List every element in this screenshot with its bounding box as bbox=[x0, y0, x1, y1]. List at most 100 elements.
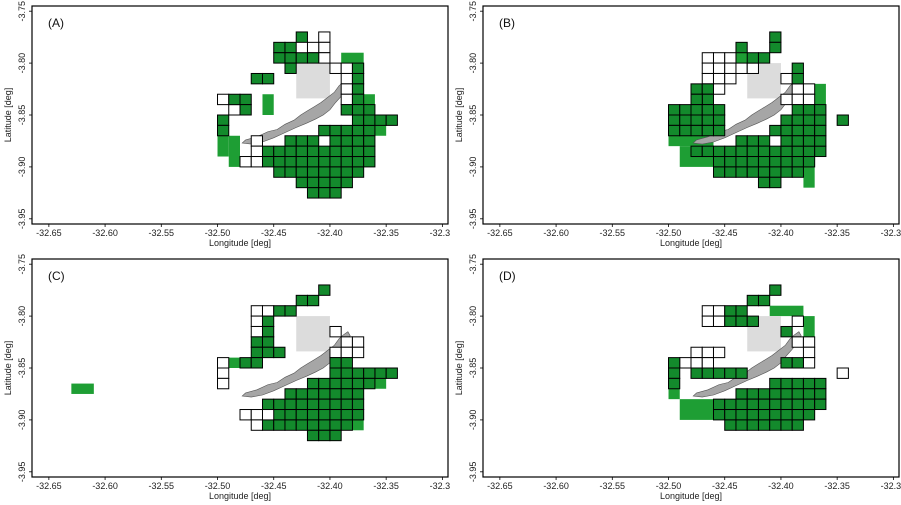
x-tick-label: -32.50 bbox=[205, 228, 231, 238]
green-cell bbox=[746, 156, 759, 168]
green-cell bbox=[273, 145, 286, 158]
white-cell bbox=[340, 62, 353, 74]
green-cell bbox=[329, 388, 342, 400]
x-tick-label: -32.50 bbox=[656, 481, 682, 491]
y-tick-label: -3.80 bbox=[468, 53, 478, 74]
green-cell bbox=[318, 145, 331, 158]
green-cell bbox=[735, 145, 748, 158]
green-cell bbox=[329, 145, 342, 158]
white-cell bbox=[250, 315, 263, 327]
white-cell bbox=[250, 156, 263, 168]
y-tick-label: -3.85 bbox=[17, 358, 27, 379]
white-cell bbox=[791, 83, 804, 95]
green-cell bbox=[306, 145, 320, 158]
green-cell bbox=[329, 176, 342, 189]
green-cell bbox=[735, 388, 748, 400]
white-cell bbox=[690, 346, 703, 359]
white-cell bbox=[802, 93, 816, 106]
green-cell bbox=[690, 367, 703, 379]
white-cell bbox=[701, 357, 714, 369]
green-cell bbox=[735, 367, 748, 379]
green-cell bbox=[351, 124, 365, 137]
green-cell bbox=[791, 104, 804, 116]
white-cell bbox=[250, 325, 263, 338]
chart-b: -32.65 -32.60 -32.55 -32.50 -32.45 -32.40 -32.… bbox=[454, 1, 901, 248]
white-cell bbox=[239, 156, 252, 168]
white-cell bbox=[802, 346, 816, 359]
green-cell bbox=[780, 398, 793, 411]
green-cell bbox=[814, 135, 827, 147]
green-cell bbox=[284, 145, 297, 158]
green-cell bbox=[318, 166, 331, 178]
green-cell bbox=[363, 367, 376, 379]
y-tick-label: -3.75 bbox=[468, 254, 478, 275]
green-cell bbox=[780, 419, 793, 431]
green-cell bbox=[757, 135, 771, 147]
green-cell bbox=[306, 166, 320, 178]
green-cell bbox=[780, 409, 793, 421]
green-cell bbox=[701, 93, 714, 106]
green-cell bbox=[679, 104, 692, 116]
green-cell bbox=[668, 114, 681, 126]
green-cell bbox=[295, 419, 308, 431]
y-axis-label: Latitude [deg] bbox=[3, 341, 13, 396]
green-cell bbox=[340, 124, 353, 137]
green-cell bbox=[701, 145, 714, 158]
green-cell bbox=[757, 398, 771, 411]
green-cell bbox=[295, 398, 308, 411]
green-cell bbox=[791, 124, 804, 137]
green-cell bbox=[284, 419, 297, 431]
green-cell bbox=[351, 377, 365, 390]
chart-a: -32.65 -32.60 -32.55 -32.50 -32.45 -32.40 -32.… bbox=[3, 1, 450, 248]
green-cell bbox=[318, 429, 331, 442]
green-cell bbox=[273, 166, 286, 178]
green-cell bbox=[306, 135, 320, 147]
green-cell bbox=[802, 145, 816, 158]
white-cell bbox=[228, 104, 241, 116]
green-cell bbox=[735, 315, 748, 327]
x-tick-label: -32.60 bbox=[92, 481, 118, 491]
green-cell bbox=[746, 52, 759, 64]
green-cell bbox=[363, 124, 376, 137]
green-cell bbox=[351, 166, 365, 178]
y-tick-label: -3.75 bbox=[17, 1, 27, 22]
x-tick-label: -32.35 bbox=[373, 228, 399, 238]
green-cell bbox=[724, 166, 737, 178]
green-fill-area bbox=[71, 383, 94, 394]
green-cell bbox=[217, 114, 230, 126]
white-cell bbox=[217, 357, 230, 369]
white-cell bbox=[217, 93, 230, 106]
green-cell bbox=[306, 409, 320, 421]
green-cell bbox=[836, 114, 849, 126]
green-cell bbox=[284, 135, 297, 147]
green-cell bbox=[724, 305, 737, 317]
green-cell bbox=[712, 409, 726, 421]
green-cell bbox=[340, 357, 353, 369]
x-tick-label: -32.60 bbox=[92, 228, 118, 238]
white-cell bbox=[329, 346, 342, 359]
green-cell bbox=[769, 419, 782, 431]
green-cell bbox=[791, 377, 804, 390]
green-cell bbox=[802, 114, 816, 126]
green-cell bbox=[712, 114, 726, 126]
green-cell bbox=[295, 176, 308, 189]
green-cell bbox=[306, 377, 320, 390]
x-tick-label: -32.40 bbox=[317, 228, 343, 238]
x-tick-label: -32.55 bbox=[149, 228, 175, 238]
panel-d: -32.65 -32.60 -32.55 -32.50 -32.45 -32.40 -32.… bbox=[451, 253, 901, 505]
green-cell bbox=[712, 145, 726, 158]
green-fill-area bbox=[668, 388, 680, 400]
green-cell bbox=[712, 104, 726, 116]
y-axis-label: Latitude [deg] bbox=[454, 88, 464, 143]
x-tick-label: -32.60 bbox=[543, 228, 569, 238]
green-cell bbox=[363, 135, 376, 147]
x-tick-label: -32.35 bbox=[824, 228, 850, 238]
x-tick-label: -32.45 bbox=[712, 481, 738, 491]
white-cell bbox=[250, 409, 263, 421]
white-cell bbox=[250, 305, 263, 317]
green-cell bbox=[712, 156, 726, 168]
green-cell bbox=[802, 377, 816, 390]
green-cell bbox=[340, 135, 353, 147]
green-cell bbox=[329, 409, 342, 421]
white-cell bbox=[250, 419, 263, 431]
